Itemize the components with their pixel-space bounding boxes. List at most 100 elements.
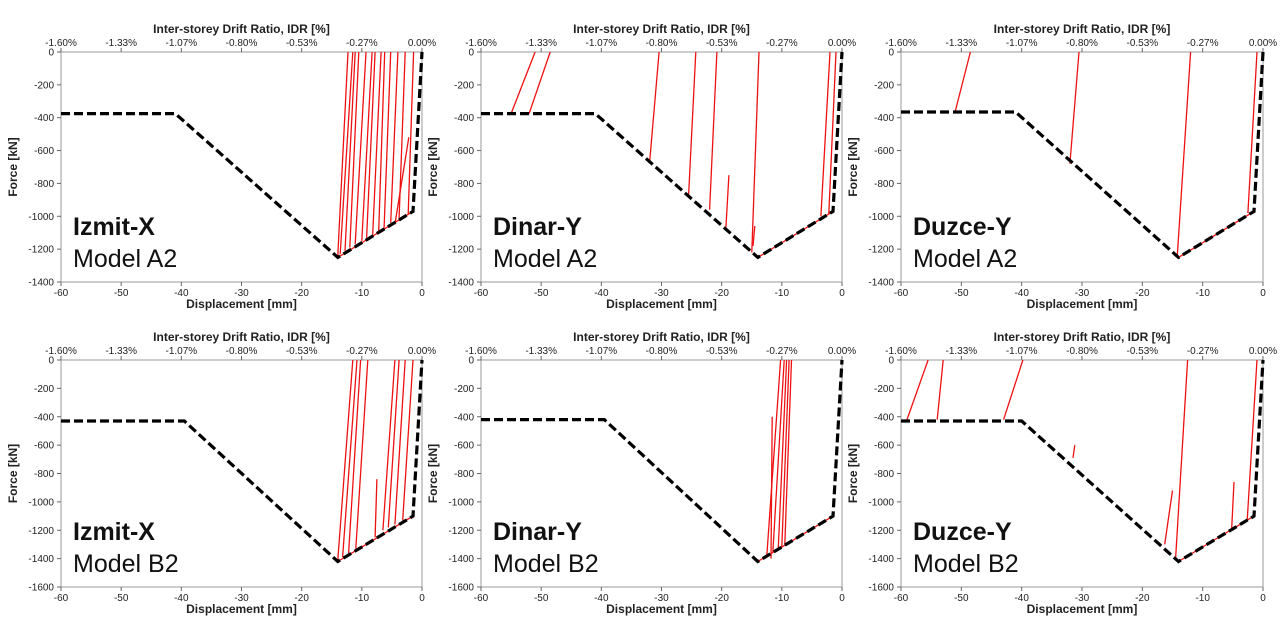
chart-annotation-title: Izmit-X — [73, 213, 155, 241]
x2-tick-label: 0.00% — [1249, 346, 1277, 357]
y-tick-label: -400 — [874, 113, 894, 124]
chart-panel-2: -60 -50 -40 -30 -20 -10 0-1.60% -1.33% -1.07% -0.… — [426, 22, 856, 311]
y-tick-label: -1000 — [448, 497, 474, 508]
y-tick-label: 0 — [468, 48, 474, 59]
chart-panel-4: -60 -50 -40 -30 -20 -10 0-1.60% -1.33% -1.07% -0.… — [6, 330, 436, 616]
x-tick-label: -50 — [954, 288, 969, 299]
y-tick-label: -200 — [874, 384, 894, 395]
x-tick-label: 0 — [419, 288, 425, 299]
x2-axis-title: Inter-storey Drift Ratio, IDR [%] — [153, 330, 330, 344]
response-line — [1246, 359, 1258, 519]
x2-tick-label: -0.27% — [766, 38, 798, 49]
x2-tick-label: -1.33% — [105, 38, 137, 49]
y-tick-label: -600 — [454, 441, 474, 452]
x-axis-title: Displacement [mm] — [186, 297, 297, 311]
y-tick-label: 0 — [468, 356, 474, 367]
response-line — [382, 359, 396, 531]
y-tick-label: -400 — [34, 113, 54, 124]
x2-tick-label: -0.80% — [1066, 38, 1098, 49]
x-tick-label: -10 — [1195, 593, 1210, 604]
x-tick-label: -50 — [534, 593, 549, 604]
y-tick-label: -600 — [874, 146, 894, 157]
y-tick-label: 0 — [888, 356, 894, 367]
y-tick-label: -1200 — [28, 245, 54, 256]
plot-area — [900, 51, 1264, 283]
response-line — [394, 137, 410, 225]
x-tick-label: -60 — [54, 288, 69, 299]
x-tick-label: -40 — [174, 593, 189, 604]
response-line — [1164, 490, 1174, 545]
x-tick-label: -30 — [234, 288, 249, 299]
x-axis-title: Displacement [mm] — [1027, 297, 1138, 311]
x2-tick-label: -0.80% — [646, 38, 678, 49]
chart-annotation-title: Dinar-Y — [493, 213, 582, 241]
response-line — [777, 359, 788, 551]
x-tick-label: -60 — [894, 593, 909, 604]
y-tick-label: -1200 — [28, 526, 54, 537]
y-tick-label: -800 — [454, 179, 474, 190]
x-axis-title: Displacement [mm] — [186, 602, 297, 616]
response-line — [781, 359, 790, 548]
y-tick-label: -200 — [34, 80, 54, 91]
chart-panel-5: -60 -50 -40 -30 -20 -10 0-1.60% -1.33% -1.07% -0.… — [426, 330, 856, 616]
response-line — [648, 51, 660, 164]
y-tick-label: -600 — [34, 441, 54, 452]
x-tick-label: -30 — [654, 593, 669, 604]
x-tick-label: -40 — [174, 288, 189, 299]
y-tick-label: -200 — [874, 80, 894, 91]
response-line — [349, 51, 360, 248]
x2-tick-label: -1.60% — [45, 346, 77, 357]
chart-annotation-model: Model A2 — [493, 245, 597, 273]
response-line — [752, 226, 756, 246]
response-line — [1072, 445, 1076, 458]
y-axis-title: Force [kN] — [6, 137, 20, 196]
x-tick-label: 0 — [1260, 593, 1266, 604]
x2-axis-title: Inter-storey Drift Ratio, IDR [%] — [153, 22, 330, 36]
response-line — [365, 51, 376, 238]
y-tick-label: -800 — [874, 179, 894, 190]
response-line — [347, 359, 362, 554]
y-tick-label: -1000 — [868, 497, 894, 508]
y-tick-label: -800 — [874, 469, 894, 480]
response-line — [383, 51, 392, 228]
x2-tick-label: -0.27% — [1187, 38, 1219, 49]
x-tick-label: -50 — [534, 288, 549, 299]
response-line — [337, 359, 354, 561]
x-tick-label: -10 — [775, 593, 790, 604]
x-tick-label: -20 — [1135, 288, 1150, 299]
response-line — [1002, 359, 1024, 420]
x-tick-label: -60 — [54, 593, 69, 604]
x2-tick-label: -1.33% — [105, 346, 137, 357]
x2-tick-label: -0.80% — [226, 346, 258, 357]
x2-tick-label: -1.60% — [45, 38, 77, 49]
x2-tick-label: -1.33% — [525, 346, 557, 357]
x-tick-label: -10 — [355, 288, 370, 299]
chart-panel-1: -60 -50 -40 -30 -20 -10 0-1.60% -1.33% -1.07% -0.… — [6, 22, 436, 311]
x-tick-label: -10 — [1195, 288, 1210, 299]
x2-tick-label: -1.60% — [465, 346, 497, 357]
x-tick-label: -20 — [294, 593, 309, 604]
x-tick-label: 0 — [1260, 288, 1266, 299]
x2-tick-label: -0.53% — [286, 38, 318, 49]
chart-annotation-model: Model A2 — [73, 245, 177, 273]
response-line — [337, 51, 349, 256]
y-axis-title: Force [kN] — [426, 137, 440, 196]
y-tick-label: -1000 — [28, 212, 54, 223]
x2-tick-label: -1.33% — [945, 346, 977, 357]
x-tick-label: -10 — [355, 593, 370, 604]
x2-tick-label: 0.00% — [408, 38, 436, 49]
y-tick-label: -600 — [34, 146, 54, 157]
chart-annotation-model: Model B2 — [73, 550, 179, 578]
x2-tick-label: -0.53% — [1126, 38, 1158, 49]
y-tick-label: -800 — [34, 469, 54, 480]
y-tick-label: -1200 — [448, 526, 474, 537]
x2-tick-label: -1.07% — [1006, 346, 1038, 357]
y-tick-label: -1400 — [448, 554, 474, 565]
response-line — [1230, 481, 1235, 531]
y-tick-label: -1400 — [448, 278, 474, 289]
response-line — [390, 51, 399, 223]
x2-tick-label: 0.00% — [828, 346, 856, 357]
chart-panel-6: -60 -50 -40 -30 -20 -10 0-1.60% -1.33% -1.07% -0.… — [846, 330, 1277, 616]
x2-tick-label: -0.80% — [1066, 346, 1098, 357]
